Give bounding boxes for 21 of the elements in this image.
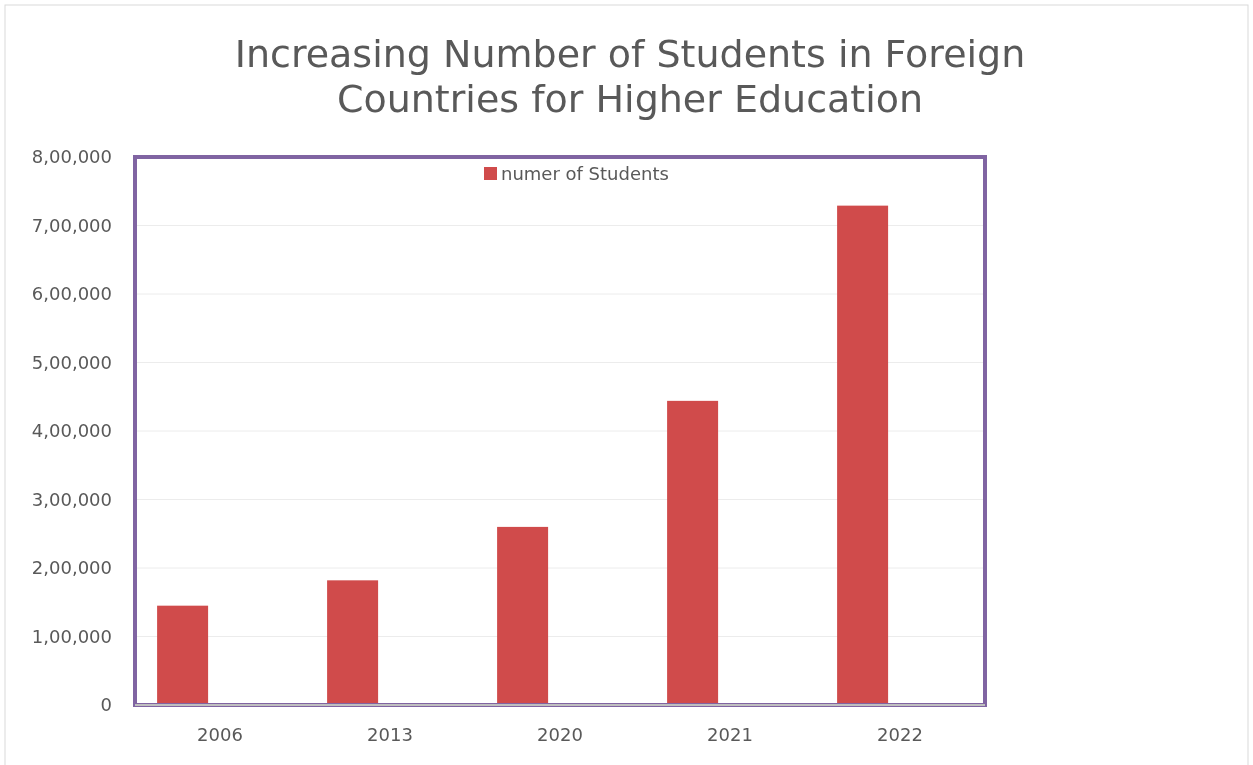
x-tick-label: 2020 [537, 723, 583, 745]
bar [667, 400, 719, 705]
legend-label: numer of Students [501, 163, 669, 184]
bar [497, 526, 549, 705]
bar [837, 205, 889, 705]
x-tick-label: 2022 [877, 723, 923, 745]
x-tick-label: 2006 [197, 723, 243, 745]
y-tick-label: 6,00,000 [31, 283, 112, 305]
y-tick-label: 4,00,000 [31, 420, 112, 442]
y-tick-label: 1,00,000 [31, 625, 112, 647]
bar [157, 605, 209, 705]
y-tick-label: 8,00,000 [31, 146, 112, 168]
y-tick-label: 0 [100, 694, 112, 716]
x-tick-label: 2013 [367, 723, 413, 745]
y-tick-label: 7,00,000 [31, 214, 112, 236]
y-tick-label: 3,00,000 [31, 488, 112, 510]
x-tick-label: 2021 [707, 723, 753, 745]
bar [327, 580, 379, 705]
y-tick-label: 5,00,000 [31, 351, 112, 373]
chart-title: Increasing Number of Students in Foreign Countries for Higher Education [234, 32, 1026, 121]
y-tick-label: 2,00,000 [31, 557, 112, 579]
